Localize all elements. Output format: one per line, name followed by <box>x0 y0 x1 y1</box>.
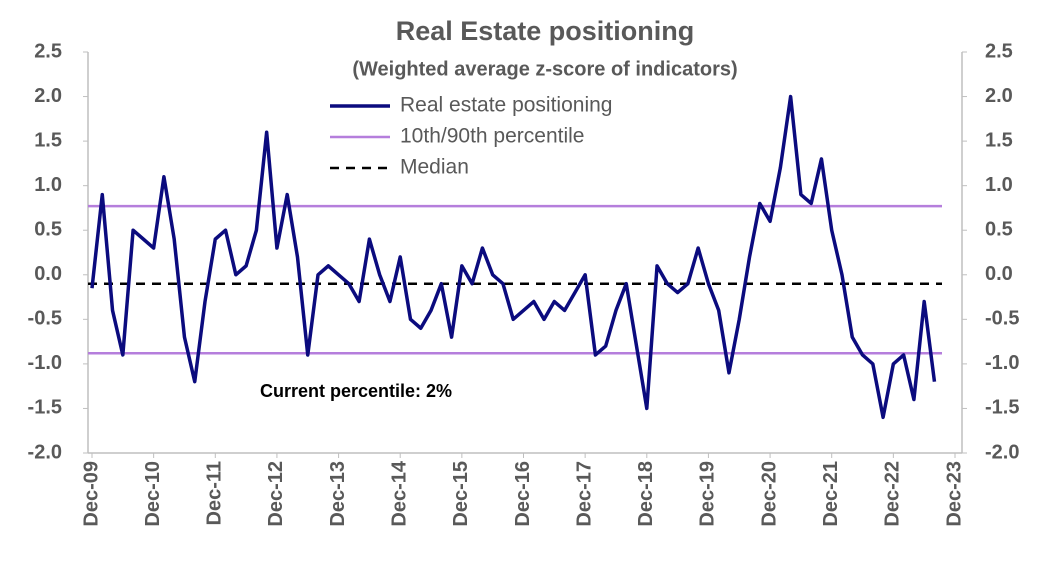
legend-label: 10th/90th percentile <box>400 125 584 148</box>
x-tick-label: Dec-10 <box>142 461 164 527</box>
y2-tick-label: 2.0 <box>985 85 1013 107</box>
y2-tick-label: 0.5 <box>985 219 1013 241</box>
chart-title: Real Estate positioning <box>396 16 695 46</box>
annotation: Current percentile: 2% <box>260 381 452 401</box>
x-tick-label: Dec-18 <box>635 461 657 527</box>
x-tick-label: Dec-12 <box>265 461 287 527</box>
y2-tick-label: 1.0 <box>985 174 1013 196</box>
y-tick-label: -2.0 <box>28 441 62 463</box>
y-tick-label: 0.5 <box>34 219 62 241</box>
y2-tick-label: 0.0 <box>985 263 1013 285</box>
x-tick-label: Dec-13 <box>327 461 349 527</box>
chart-subtitle: (Weighted average z-score of indicators) <box>352 58 737 80</box>
y2-tick-label: 2.5 <box>985 40 1013 62</box>
legend-label: Real estate positioning <box>400 94 612 117</box>
x-tick-label: Dec-20 <box>758 461 780 527</box>
y-tick-label: 1.0 <box>34 174 62 196</box>
y2-tick-label: -2.0 <box>985 441 1019 463</box>
x-tick-label: Dec-19 <box>697 461 719 527</box>
x-tick-label: Dec-17 <box>573 461 595 527</box>
x-tick-label: Dec-11 <box>204 461 226 526</box>
legend-label: Median <box>400 156 469 179</box>
y2-tick-label: -1.5 <box>985 397 1019 419</box>
x-tick-label: Dec-14 <box>388 460 410 526</box>
y-tick-label: 2.0 <box>34 85 62 107</box>
y2-tick-label: -0.5 <box>985 308 1019 330</box>
x-tick-label: Dec-09 <box>80 461 102 527</box>
y2-tick-label: 1.5 <box>985 129 1013 151</box>
y-tick-label: 1.5 <box>34 129 62 151</box>
y-tick-label: -0.5 <box>28 308 62 330</box>
y-tick-label: 2.5 <box>34 40 62 62</box>
y-tick-label: -1.5 <box>28 397 62 419</box>
x-tick-label: Dec-21 <box>820 461 842 527</box>
data-line <box>90 94 937 420</box>
x-tick-label: Dec-15 <box>450 461 472 527</box>
y-tick-label: 0.0 <box>34 263 62 285</box>
x-tick-label: Dec-23 <box>943 461 965 527</box>
y-tick-label: -1.0 <box>28 352 62 374</box>
y2-tick-label: -1.0 <box>985 352 1019 374</box>
x-tick-label: Dec-16 <box>512 461 534 527</box>
x-tick-label: Dec-22 <box>882 461 904 527</box>
